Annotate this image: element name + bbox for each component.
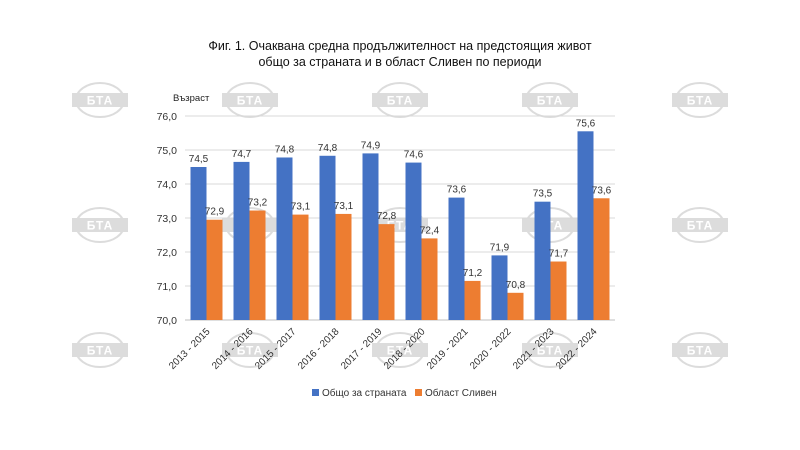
data-label: 73,1 [334, 201, 354, 212]
data-label: 74,9 [361, 140, 381, 151]
bar [233, 161, 250, 320]
watermark-logo: БТА [72, 332, 128, 368]
watermark-text: БТА [87, 344, 114, 358]
watermark-logo: БТА [222, 82, 278, 118]
legend: Общо за страната Област Сливен [312, 387, 497, 399]
data-label: 73,6 [447, 185, 467, 196]
data-label: 71,7 [549, 249, 569, 260]
watermark-logo: БТА [672, 332, 728, 368]
bar [206, 219, 223, 320]
y-tick-label: 70,0 [157, 315, 178, 327]
data-label: 72,9 [205, 207, 225, 218]
data-label: 74,8 [318, 143, 338, 154]
y-tick-label: 75,0 [157, 145, 178, 157]
legend-label: Общо за страната [322, 387, 407, 399]
watermark-logo: БТА [522, 82, 578, 118]
bar [249, 210, 266, 320]
bar [464, 280, 481, 320]
bar [276, 157, 293, 320]
bar [378, 224, 395, 320]
data-label: 73,6 [592, 185, 612, 196]
data-label: 74,6 [404, 150, 424, 161]
y-tick-label: 73,0 [157, 213, 178, 225]
watermark-text: БТА [387, 94, 414, 108]
watermark-logo: БТА [222, 332, 278, 368]
watermark-text: БТА [687, 344, 714, 358]
watermark-logo: БТА [672, 207, 728, 243]
chart-title-line-2: общо за страната и в област Сливен по пе… [258, 55, 542, 69]
bar [319, 155, 336, 320]
bars: 74,5 74,7 74,8 74,8 74,9 74,6 73,6 71,9 73,5 75,6… [189, 118, 612, 320]
watermark-band [222, 343, 278, 357]
watermark-logo: БТА [72, 82, 128, 118]
watermark-band [72, 93, 128, 107]
y-tick-label: 76,0 [157, 111, 178, 123]
bar [593, 198, 610, 320]
data-label: 74,8 [275, 144, 295, 155]
bar [448, 197, 465, 320]
data-label: 73,5 [533, 189, 553, 200]
data-label: 74,5 [189, 154, 209, 165]
watermark-band [672, 218, 728, 232]
y-tick-label: 74,0 [157, 179, 178, 191]
x-category-label: 2013 - 2015 [167, 326, 213, 372]
watermark-text: БТА [687, 94, 714, 108]
watermark-logo: БТА [72, 207, 128, 243]
data-label: 71,2 [463, 268, 483, 279]
watermark-band [72, 218, 128, 232]
bar [577, 131, 594, 320]
bar [507, 292, 524, 320]
data-label: 70,8 [506, 280, 526, 291]
watermark-text: БТА [537, 94, 564, 108]
data-label: 72,4 [420, 225, 440, 236]
watermark-logo: БТА [372, 82, 428, 118]
watermark-band [222, 93, 278, 107]
watermark-text: БТА [687, 219, 714, 233]
watermark-band [372, 93, 428, 107]
watermark-band [522, 343, 578, 357]
x-category-label: 2016 - 2018 [296, 326, 342, 372]
watermark-band [672, 93, 728, 107]
bar [335, 213, 352, 320]
watermark-logo: БТА [372, 332, 428, 368]
y-tick-label: 71,0 [157, 281, 178, 293]
watermark-band [72, 343, 128, 357]
watermark-text: БТА [237, 94, 264, 108]
data-label: 75,6 [576, 118, 596, 129]
watermark-logo: БТА [672, 82, 728, 118]
bar [534, 201, 551, 320]
bar [491, 255, 508, 320]
watermark-text: БТА [87, 94, 114, 108]
bar [362, 153, 379, 320]
bar [421, 238, 438, 320]
y-tick-label: 72,0 [157, 247, 178, 259]
bar [292, 214, 309, 320]
chart-title-line-1: Фиг. 1. Очаквана средна продължителност … [208, 39, 592, 53]
watermark-text: БТА [237, 344, 264, 358]
legend-swatch [415, 389, 422, 396]
y-axis-label: Възраст [173, 93, 210, 104]
watermark-text: БТА [87, 219, 114, 233]
bar [405, 162, 422, 320]
watermark-text: БТА [537, 344, 564, 358]
watermark-band [672, 343, 728, 357]
watermark-band [372, 343, 428, 357]
data-label: 73,2 [248, 198, 268, 209]
data-label: 72,8 [377, 211, 397, 222]
y-axis: 70,0 71,0 72,0 73,0 74,0 75,0 76,0 Възраст [157, 93, 210, 327]
watermark-text: БТА [387, 344, 414, 358]
chart-title: Фиг. 1. Очаквана средна продължителност … [0, 38, 800, 70]
legend-swatch [312, 389, 319, 396]
data-label: 73,1 [291, 202, 311, 213]
legend-label: Област Сливен [425, 387, 497, 399]
bar [190, 167, 207, 320]
watermark-band [522, 93, 578, 107]
watermark-logo: БТА [522, 332, 578, 368]
bar [550, 261, 567, 320]
data-label: 74,7 [232, 149, 252, 160]
data-label: 71,9 [490, 242, 510, 253]
x-category-label: 2019 - 2021 [425, 326, 471, 372]
x-category-label: 2020 - 2022 [468, 326, 514, 372]
